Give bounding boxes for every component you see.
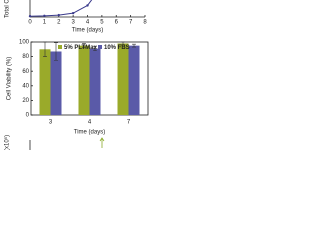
x-tick-label: 1 — [43, 20, 47, 26]
bar — [128, 45, 140, 115]
x-tick-label: 2 — [57, 20, 61, 26]
x-tick-label: 8 — [143, 20, 147, 26]
bar — [50, 51, 62, 115]
y-tick-label: 20 — [22, 98, 29, 104]
error-bar — [93, 46, 97, 52]
legend-swatch — [58, 45, 62, 49]
legend-swatch — [98, 45, 102, 49]
x-tick-label: 3 — [71, 20, 75, 26]
x-tick-label: 4 — [88, 120, 92, 126]
bar — [117, 43, 129, 115]
x-tick-label: 6 — [115, 20, 119, 26]
error-bar — [54, 42, 58, 61]
bar — [89, 48, 101, 115]
x-tick-label: 5 — [100, 20, 104, 26]
x-axis-label: Time (days) — [72, 28, 103, 34]
y-axis-label: Total C — [5, 0, 11, 18]
x-tick-label: 0 — [28, 20, 32, 26]
bar — [78, 45, 90, 115]
y-axis-label: er (x10⁵) — [4, 135, 11, 150]
legend-label: 10% FBS — [104, 45, 130, 51]
plot — [28, 0, 93, 18]
y-tick-label: 40 — [22, 83, 29, 89]
x-axis-label: Time (days) — [74, 130, 105, 136]
bar — [39, 49, 51, 115]
x-tick-label: 4 — [86, 20, 90, 26]
y-tick-label: 80 — [22, 54, 29, 60]
error-bar — [43, 41, 47, 57]
x-tick-label: 7 — [129, 20, 133, 26]
x-tick-label: 3 — [49, 120, 53, 126]
y-axis-label: Cell Viability (%) — [7, 57, 13, 101]
error-bar — [82, 43, 86, 49]
y-tick-label: 100 — [19, 40, 30, 46]
error-bar — [132, 43, 136, 48]
x-tick-label: 7 — [127, 120, 131, 126]
figure: 0 1 2 3 4 5 6 7 8 Time (days) Total C 0 20 40 60 80 100 C… — [4, 0, 149, 150]
y-tick-label: 60 — [22, 69, 29, 75]
error-bar — [121, 41, 125, 46]
page: {"chart_data":[ {"type":"line","ylabel":… — [0, 0, 150, 150]
arrow — [99, 137, 105, 148]
y-tick-label: 0 — [26, 113, 30, 119]
line — [29, 0, 93, 17]
legend-label: 5% PLTMax — [64, 45, 98, 51]
